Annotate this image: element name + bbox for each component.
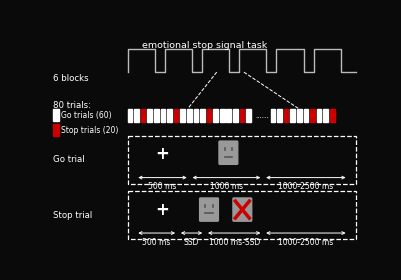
Bar <box>180 109 185 122</box>
Text: SSD: SSD <box>184 238 199 247</box>
Bar <box>297 109 302 122</box>
Bar <box>53 124 59 136</box>
Bar <box>240 109 244 122</box>
Text: 1000 ms: 1000 ms <box>210 182 243 191</box>
Text: emotional stop signal task: emotional stop signal task <box>142 41 268 50</box>
Bar <box>310 109 315 122</box>
Bar <box>271 109 275 122</box>
Text: 1000-2500 ms: 1000-2500 ms <box>278 182 334 191</box>
Text: ......: ...... <box>255 113 269 119</box>
Text: Stop trials (20): Stop trials (20) <box>61 126 118 135</box>
Bar <box>277 109 282 122</box>
Bar <box>194 109 198 122</box>
Text: 1000 ms-SSD: 1000 ms-SSD <box>209 238 260 247</box>
Text: Go trials (60): Go trials (60) <box>61 111 111 120</box>
Bar <box>160 109 165 122</box>
Text: 500 ms: 500 ms <box>148 182 177 191</box>
Bar <box>53 109 59 121</box>
Bar <box>213 109 218 122</box>
Bar <box>304 109 308 122</box>
Bar <box>154 109 159 122</box>
Text: 1000-2500 ms: 1000-2500 ms <box>278 238 334 247</box>
Text: 6 blocks: 6 blocks <box>53 74 89 83</box>
Bar <box>134 109 139 122</box>
FancyBboxPatch shape <box>218 140 239 165</box>
Text: Stop trial: Stop trial <box>53 211 93 220</box>
Bar <box>284 109 288 122</box>
Bar <box>174 109 178 122</box>
Bar <box>317 109 321 122</box>
Bar <box>233 109 238 122</box>
Bar <box>187 109 192 122</box>
Bar <box>200 109 205 122</box>
Bar <box>141 109 146 122</box>
Bar <box>148 109 152 122</box>
Text: 80 trials:: 80 trials: <box>53 101 91 110</box>
Bar <box>323 109 328 122</box>
Bar <box>227 109 231 122</box>
Text: Go trial: Go trial <box>53 155 85 164</box>
Text: +: + <box>156 145 170 163</box>
Bar <box>128 109 132 122</box>
Bar <box>290 109 295 122</box>
Bar <box>330 109 334 122</box>
Text: 500 ms: 500 ms <box>142 238 171 247</box>
FancyBboxPatch shape <box>199 197 219 222</box>
Bar <box>167 109 172 122</box>
FancyBboxPatch shape <box>232 197 252 222</box>
Bar <box>207 109 211 122</box>
Bar <box>246 109 251 122</box>
Text: +: + <box>156 200 170 219</box>
Bar <box>220 109 225 122</box>
